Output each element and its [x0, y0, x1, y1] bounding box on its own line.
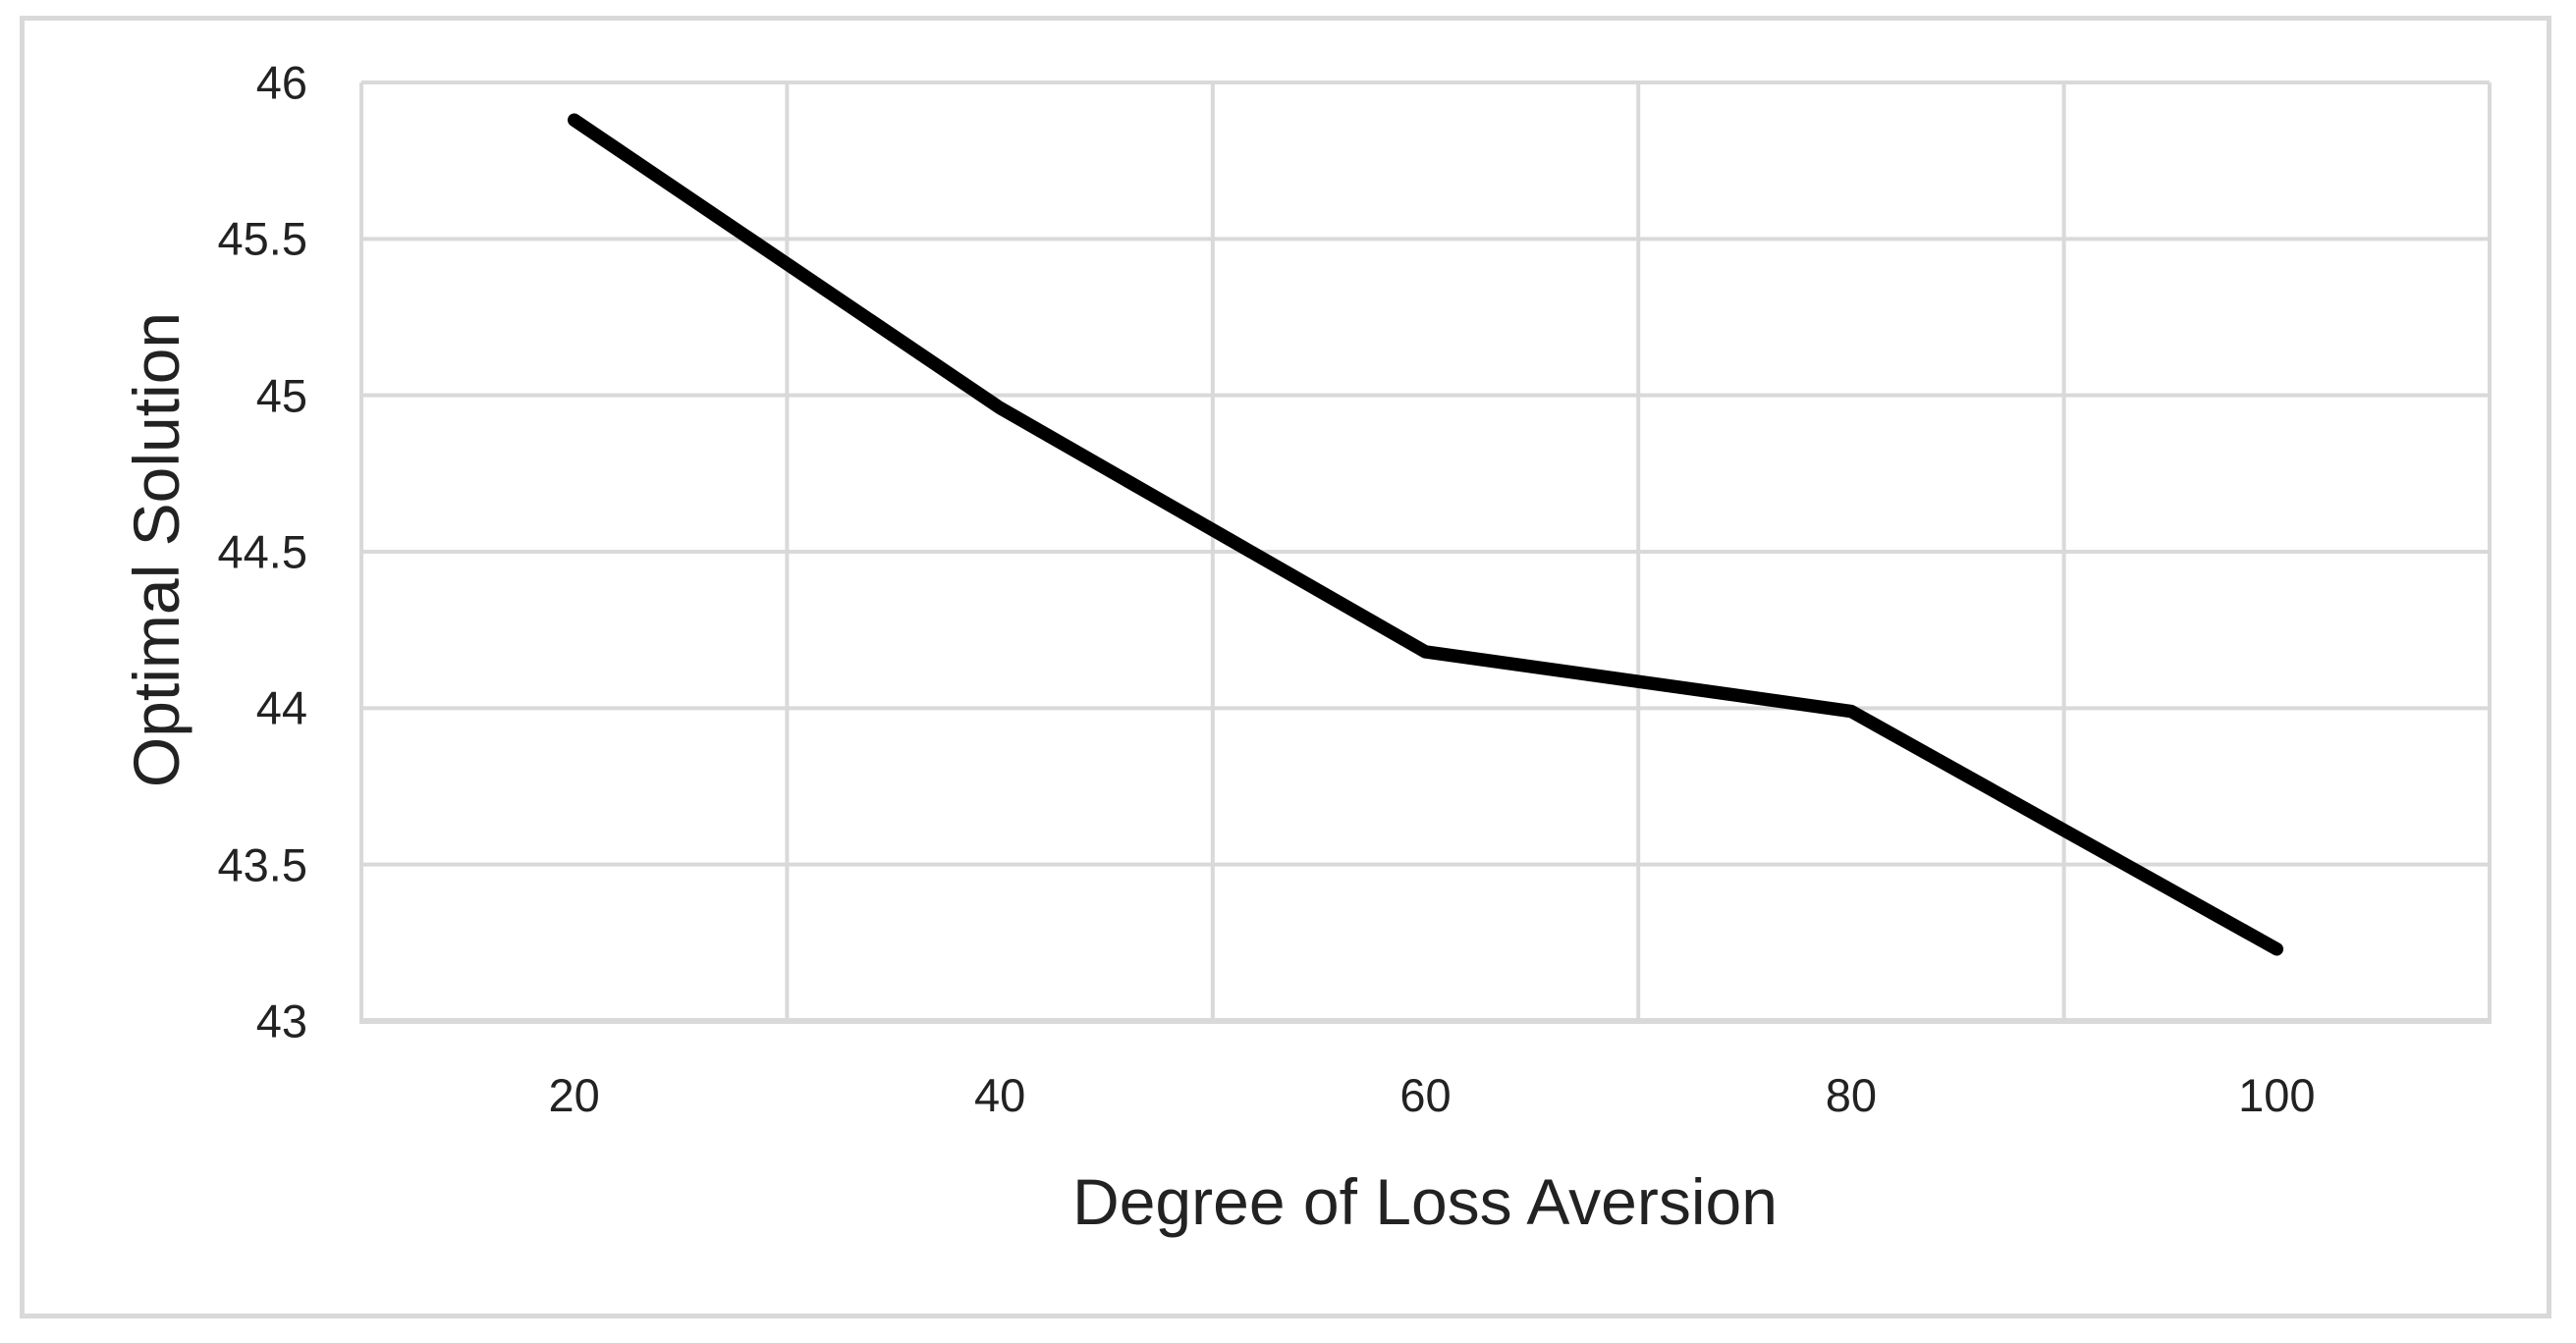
y-tick-label: 44	[255, 681, 307, 734]
x-tick-label: 40	[973, 1069, 1026, 1121]
plot-area	[359, 81, 2492, 1024]
x-tick-label: 100	[2238, 1069, 2316, 1121]
y-axis-title: Optimal Solution	[120, 311, 192, 788]
y-tick-label: 44.5	[217, 525, 307, 578]
y-tick-label: 43.5	[217, 838, 307, 891]
chart-frame	[20, 16, 2551, 1318]
y-tick-label: 45.5	[217, 212, 307, 265]
y-tick-label: 43	[255, 994, 307, 1048]
y-tick-label: 45	[255, 369, 307, 422]
x-axis-title: Degree of Loss Aversion	[1072, 1165, 1778, 1238]
x-tick-label: 80	[1825, 1069, 1878, 1121]
x-tick-label: 60	[1399, 1069, 1452, 1121]
x-tick-label: 20	[548, 1069, 600, 1121]
y-tick-label: 46	[255, 56, 307, 109]
series-line	[567, 113, 2284, 956]
plot-svg	[359, 81, 2492, 1024]
